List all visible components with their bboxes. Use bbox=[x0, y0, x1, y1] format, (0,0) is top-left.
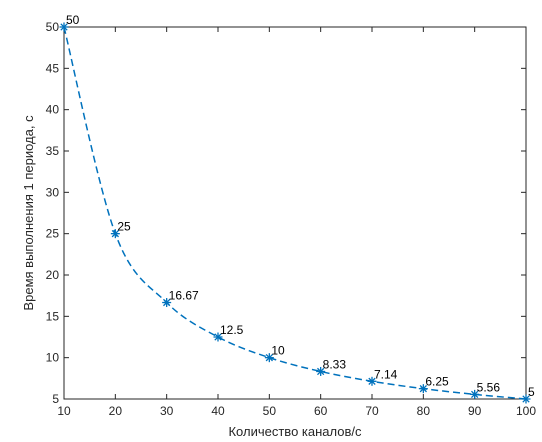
data-label: 6.25 bbox=[425, 375, 449, 389]
data-label: 8.33 bbox=[323, 357, 347, 371]
data-point bbox=[110, 229, 120, 239]
x-tick-label: 50 bbox=[263, 404, 277, 418]
y-tick-label: 30 bbox=[46, 185, 60, 199]
y-tick-label: 15 bbox=[46, 309, 60, 323]
data-point bbox=[213, 332, 223, 342]
y-tick-label: 25 bbox=[46, 227, 60, 241]
data-point bbox=[470, 389, 480, 399]
y-tick-label: 40 bbox=[46, 103, 60, 117]
data-markers bbox=[59, 22, 531, 404]
data-point bbox=[264, 353, 274, 363]
data-label: 7.14 bbox=[374, 367, 398, 381]
x-tick-label: 100 bbox=[516, 404, 536, 418]
x-tick-label: 20 bbox=[109, 404, 123, 418]
data-point bbox=[59, 22, 69, 32]
x-axis: 10 20 30 40 50 60 70 80 90 100 bbox=[57, 27, 536, 418]
data-label: 5 bbox=[528, 385, 535, 399]
x-tick-label: 10 bbox=[57, 404, 71, 418]
y-axis-title: Время выполнения 1 периода, с bbox=[21, 115, 36, 311]
y-tick-label: 5 bbox=[52, 392, 59, 406]
data-point bbox=[521, 394, 531, 404]
data-point bbox=[418, 384, 428, 394]
plot-area bbox=[63, 26, 527, 400]
data-label: 5.56 bbox=[477, 380, 501, 394]
data-label: 16.67 bbox=[169, 289, 199, 303]
data-label: 25 bbox=[117, 220, 131, 234]
x-tick-label: 40 bbox=[211, 404, 225, 418]
x-tick-label: 60 bbox=[314, 404, 328, 418]
y-tick-label: 20 bbox=[46, 268, 60, 282]
y-axis: 5 10 15 20 25 30 35 40 45 50 bbox=[46, 20, 526, 406]
x-tick-label: 90 bbox=[468, 404, 482, 418]
x-tick-label: 30 bbox=[160, 404, 174, 418]
data-point bbox=[367, 376, 377, 386]
data-point bbox=[162, 298, 172, 308]
y-tick-label: 35 bbox=[46, 144, 60, 158]
data-label: 10 bbox=[271, 344, 285, 358]
data-label: 50 bbox=[66, 13, 80, 27]
data-point bbox=[316, 366, 326, 376]
y-tick-label: 45 bbox=[46, 61, 60, 75]
data-label: 12.5 bbox=[220, 323, 244, 337]
data-labels: 50 25 16.67 12.5 10 8.33 7.14 6.25 5.56 5 bbox=[66, 13, 535, 399]
x-tick-label: 80 bbox=[417, 404, 431, 418]
y-tick-label: 50 bbox=[46, 20, 60, 34]
x-tick-label: 70 bbox=[365, 404, 379, 418]
x-axis-title: Количество каналов/с bbox=[228, 424, 362, 439]
y-tick-label: 10 bbox=[46, 351, 60, 365]
